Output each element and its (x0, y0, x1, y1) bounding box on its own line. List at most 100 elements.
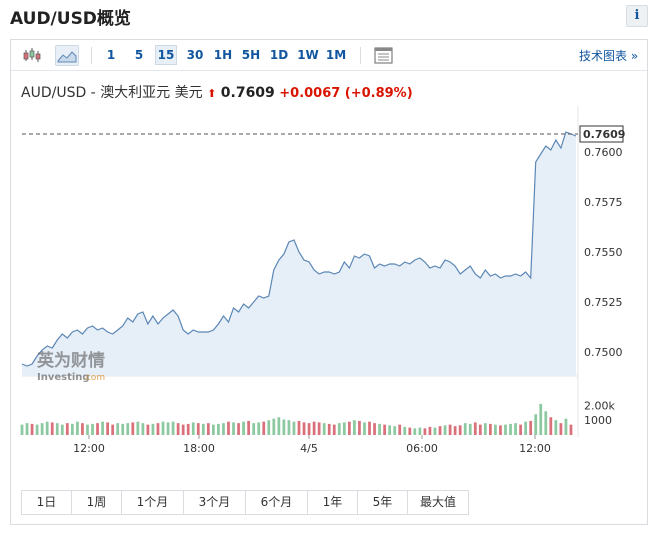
volume-bar (403, 426, 407, 435)
volume-bar (327, 423, 331, 435)
volume-bar (393, 426, 397, 435)
volume-bar (20, 424, 24, 435)
interval-1h[interactable]: 1H (213, 48, 233, 62)
volume-bar (337, 423, 341, 435)
volume-bar (519, 424, 522, 435)
interval-1w[interactable]: 1W (297, 48, 319, 62)
range-1d[interactable]: 1日 (22, 491, 72, 514)
volume-bar (302, 422, 306, 435)
range-max[interactable]: 最大值 (419, 495, 456, 509)
volume-bar (81, 423, 84, 435)
volume-bar (227, 421, 230, 435)
price-change-percent: (+0.89%) (344, 86, 413, 101)
volume-bar (307, 423, 311, 435)
volume-bar (317, 422, 321, 435)
volume-bar (458, 425, 462, 435)
chart-panel: 1 5 15 30 1H 5H 1D 1W 1M 技术图表 » AUD/USD … (10, 39, 648, 525)
volume-bar (126, 423, 130, 435)
volume-bar (514, 423, 517, 435)
interval-1[interactable]: 1 (106, 48, 116, 62)
volume-bar (206, 423, 210, 435)
volume-bar (443, 425, 447, 435)
volume-bar (30, 423, 34, 435)
range-1m[interactable]: 1个月 (122, 491, 184, 514)
volume-bar (539, 403, 543, 435)
volume-bar (191, 422, 195, 435)
volume-bar (252, 423, 256, 435)
volume-bar (438, 426, 442, 435)
volume-bar (181, 424, 185, 435)
volume-bar (428, 426, 432, 435)
page-title: AUD/USD概览 (10, 9, 131, 29)
range-1w[interactable]: 1周 (72, 491, 122, 514)
interval-5h[interactable]: 5H (241, 48, 261, 62)
volume-bar (212, 424, 215, 435)
interval-1d[interactable]: 1D (269, 48, 289, 62)
volume-bar (282, 419, 286, 435)
volume-tick-label: 1000 (584, 414, 612, 427)
volume-bar (70, 423, 74, 435)
up-arrow-icon: ⬆ (207, 87, 217, 100)
volume-bar (544, 411, 548, 435)
y-tick-label: 0.7525 (584, 296, 623, 309)
volume-bar (564, 418, 568, 435)
volume-bar (232, 422, 235, 435)
volume-bar (151, 423, 155, 435)
volume-bar (347, 421, 351, 435)
volume-bar (262, 421, 266, 435)
interval-1m[interactable]: 1M (325, 48, 347, 62)
volume-bar (136, 421, 140, 435)
info-button[interactable]: i (626, 5, 648, 27)
volume-bar (534, 414, 538, 435)
volume-bar (413, 428, 417, 435)
watermark-investing: Investing (37, 372, 90, 383)
volume-bar (201, 423, 205, 435)
price-area (22, 132, 576, 376)
volume-bar (25, 423, 29, 435)
volume-bar (161, 421, 165, 435)
volume-bar (483, 423, 487, 435)
volume-bar (504, 424, 507, 435)
last-price-label: 0.7609 (583, 128, 625, 141)
watermark-dotcom: .com (83, 373, 105, 383)
watermark-brand: 英为财情 (37, 350, 105, 371)
technical-chart-link[interactable]: 技术图表 » (579, 49, 639, 63)
range-6m[interactable]: 6个月 (246, 491, 308, 514)
volume-bar (101, 421, 104, 435)
toolbar-divider (360, 47, 361, 64)
volume-bar (277, 417, 281, 435)
volume-bar (342, 422, 346, 435)
volume-bar (242, 421, 245, 435)
candlestick-icon[interactable] (20, 45, 44, 66)
data-table-icon[interactable] (372, 45, 396, 66)
range-selector: 1日 1周 1个月 3个月 6个月 1年 5年 最大值 (21, 490, 469, 515)
x-tick-label: 4/5 (300, 442, 318, 455)
volume-bar (141, 423, 145, 435)
interval-30[interactable]: 30 (186, 48, 204, 62)
volume-bar (55, 423, 59, 435)
volume-bar (297, 420, 301, 435)
volume-bar (524, 421, 528, 435)
volume-bar (171, 421, 175, 435)
x-tick-label: 12:00 (73, 442, 105, 455)
price-chart[interactable]: 0.7609 0.7600 0.7575 0.7550 0.7525 0.7500 2.00… (11, 40, 647, 485)
volume-bar (332, 424, 336, 435)
range-1y[interactable]: 1年 (308, 491, 358, 514)
volume-bar (146, 424, 150, 435)
interval-15[interactable]: 15 (155, 45, 177, 65)
volume-bar (40, 423, 44, 435)
volume-bar (96, 423, 99, 435)
y-tick-label: 0.7500 (584, 346, 623, 359)
x-tick-label: 12:00 (519, 442, 551, 455)
range-5y[interactable]: 5年 (358, 491, 408, 514)
volume-bar (383, 424, 386, 435)
volume-tick-label: 2.00k (584, 399, 615, 412)
area-chart-icon[interactable] (55, 45, 79, 66)
range-3m[interactable]: 3个月 (184, 491, 246, 514)
volume-bar (468, 423, 472, 435)
volume-bar (121, 423, 125, 435)
chart-toolbar: 1 5 15 30 1H 5H 1D 1W 1M 技术图表 » (11, 40, 647, 71)
interval-5[interactable]: 5 (134, 48, 144, 62)
volume-bar (358, 420, 361, 435)
volume-bar (368, 421, 371, 435)
